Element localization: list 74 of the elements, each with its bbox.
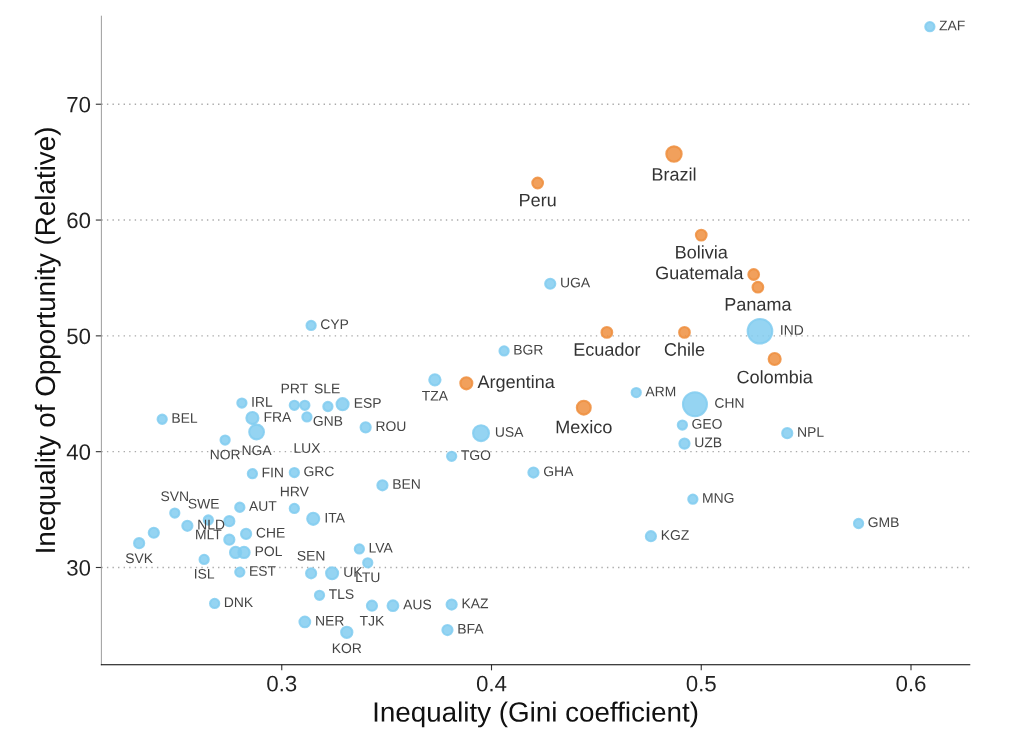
y-tick-label: 40 — [66, 444, 91, 460]
annotation: Chile — [664, 342, 705, 356]
annotation: Ecuador — [574, 342, 641, 356]
annotation: Argentina — [477, 374, 555, 392]
annotation: FIN — [262, 467, 283, 478]
annotation: ZAF — [939, 20, 965, 31]
annotation: UGA — [561, 277, 591, 288]
x-tick-label: 0.5 — [686, 675, 716, 692]
annotation: TLS — [329, 589, 354, 600]
annotation: SVK — [125, 553, 153, 564]
annotation: Bolivia — [676, 245, 728, 259]
y-tick-label: 70 — [67, 96, 91, 113]
annotation: CHE — [256, 527, 285, 538]
annotation: BEL — [172, 413, 198, 423]
annotation: Guatemala — [656, 266, 744, 280]
annotation: GRC — [304, 466, 334, 477]
annotation: IRL — [252, 397, 273, 407]
annotation: LVA — [369, 543, 393, 553]
annotation: ESP — [354, 398, 381, 408]
annotation: NOR — [210, 449, 240, 460]
annotation: MLT — [196, 529, 222, 540]
annotation: TJK — [359, 616, 385, 626]
annotation: DNK — [224, 597, 253, 607]
annotation: Panama — [725, 298, 792, 311]
annotation: Peru — [520, 193, 556, 207]
annotation: Mexico — [556, 420, 612, 434]
annotation: NER — [316, 615, 344, 626]
annotation: SWE — [188, 498, 219, 509]
annotation: AUS — [403, 599, 432, 610]
annotation: KGZ — [661, 530, 689, 540]
annotation: ITA — [325, 512, 345, 523]
annotation: HRV — [280, 486, 309, 497]
y-tick-label: 60 — [67, 212, 91, 229]
annotation: SEN — [297, 550, 325, 561]
annotation: TZA — [422, 390, 448, 401]
x-tick-label: 0.4 — [476, 675, 507, 692]
annotation: ISL — [195, 568, 215, 579]
annotation: BEN — [393, 479, 420, 489]
annotation: SLE — [314, 383, 340, 394]
annotation: AUT — [249, 501, 277, 511]
x-tick-label: 0.6 — [896, 675, 926, 692]
annotation: NPL — [798, 427, 824, 437]
annotation: NLD — [198, 519, 225, 530]
annotation: TGO — [461, 450, 491, 461]
annotation: BFA — [458, 624, 484, 634]
annotation: GNB — [313, 416, 343, 426]
y-tick-label: 50 — [67, 328, 91, 345]
annotation: CYP — [321, 319, 349, 330]
annotation: ROU — [376, 421, 406, 432]
x-axis-title: Inequality (Gini coefficient) — [374, 701, 698, 728]
annotation: Brazil — [652, 167, 696, 181]
annotation: Colombia — [737, 370, 813, 384]
annotation: UZB — [695, 437, 722, 448]
annotation: USA — [495, 427, 524, 437]
annotation: CHN — [715, 398, 744, 408]
annotation: KAZ — [462, 598, 489, 609]
y-axis-title: Inequality of Opportunity (Relative) — [34, 128, 61, 552]
annotation: MNG — [703, 493, 734, 503]
annotation: EST — [250, 566, 276, 576]
annotation: PRT — [281, 383, 308, 394]
annotation: KOR — [332, 643, 362, 654]
y-tick-label: 30 — [67, 560, 91, 576]
annotation: POL — [255, 546, 282, 557]
annotation: GEO — [692, 418, 722, 429]
annotation: NGA — [242, 445, 272, 456]
annotation: FRA — [264, 412, 292, 422]
annotation: IND — [781, 325, 804, 335]
annotation: ARM — [645, 386, 676, 397]
annotation: BGR — [514, 344, 543, 355]
annotation: GMB — [868, 517, 899, 528]
annotation: SVN — [161, 491, 188, 502]
annotation: GHA — [543, 466, 574, 477]
annotation: LUX — [294, 443, 321, 453]
x-tick-label: 0.3 — [267, 675, 297, 692]
